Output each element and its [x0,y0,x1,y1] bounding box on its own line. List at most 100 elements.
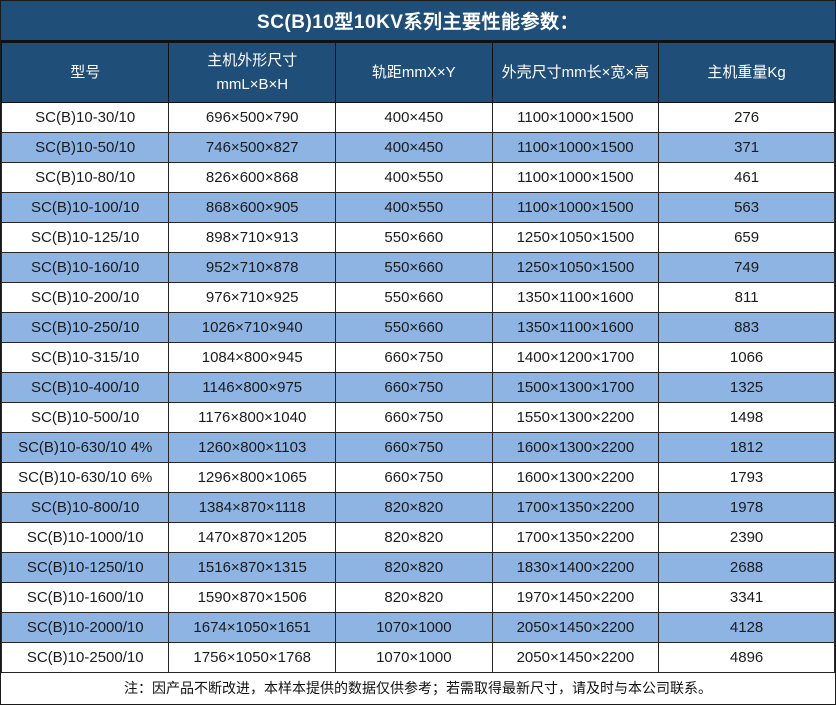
table-cell: SC(B)10-400/10 [1,372,170,403]
table-cell: 1070×1000 [335,612,493,643]
table-cell: 2390 [658,522,835,553]
table-cell: 1793 [658,462,835,493]
table-cell: 276 [658,102,835,133]
table-cell: 400×450 [335,132,493,163]
table-cell: 660×750 [335,372,493,403]
table-row: SC(B)10-1000/10 1470×870×1205 820×820 1700×… [1,522,835,553]
table-cell: SC(B)10-125/10 [1,222,170,253]
table-cell: 1066 [658,342,835,373]
table-cell: 1830×1400×2200 [491,552,660,583]
table-cell: 1600×1300×2200 [491,432,660,463]
table-row: SC(B)10-400/10 1146×800×975 660×750 1500×13… [1,372,835,403]
table-cell: 820×820 [335,492,493,523]
table-cell: 1176×800×1040 [168,402,337,433]
table-row: SC(B)10-2500/10 1756×1050×1768 1070×1000 20… [1,642,835,673]
table-row: SC(B)10-1600/10 1590×870×1506 820×820 1970×… [1,582,835,613]
table-cell: 659 [658,222,835,253]
table-cell: 1146×800×975 [168,372,337,403]
table-cell: 1100×1000×1500 [491,102,660,133]
table-row: SC(B)10-80/10 826×600×868 400×550 1100×1000… [1,162,835,193]
table-cell: 868×600×905 [168,192,337,223]
spec-table: 型号 主机外形尺寸 mmL×B×H 轨距mmX×Y 外壳尺寸mm长×宽×高 主机… [1,42,835,673]
table-row: SC(B)10-30/10 696×500×790 400×450 1100×1000… [1,102,835,133]
table-cell: 1970×1450×2200 [491,582,660,613]
table-cell: 1250×1050×1500 [491,252,660,283]
table-cell: 660×750 [335,432,493,463]
table-cell: 952×710×878 [168,252,337,283]
table-cell: 1498 [658,402,835,433]
table-cell: 1500×1300×1700 [491,372,660,403]
table-cell: 2688 [658,552,835,583]
table-cell: 550×660 [335,312,493,343]
table-row: SC(B)10-50/10 746×500×827 400×450 1100×1000… [1,132,835,163]
table-cell: 1026×710×940 [168,312,337,343]
table-row: SC(B)10-100/10 868×600×905 400×550 1100×100… [1,192,835,223]
table-cell: 1070×1000 [335,642,493,673]
table-cell: 1084×800×945 [168,342,337,373]
table-cell: 3341 [658,582,835,613]
table-cell: 883 [658,312,835,343]
table-cell: 746×500×827 [168,132,337,163]
table-cell: 2050×1450×2200 [491,642,660,673]
table-cell: 1250×1050×1500 [491,222,660,253]
table-cell: 461 [658,162,835,193]
table-cell: 1350×1100×1600 [491,282,660,313]
table-cell: 820×820 [335,552,493,583]
col-header-model: 型号 [1,42,170,103]
table-cell: SC(B)10-630/10 4% [1,432,170,463]
table-cell: SC(B)10-2000/10 [1,612,170,643]
table-cell: SC(B)10-100/10 [1,192,170,223]
table-cell: 1812 [658,432,835,463]
table-cell: 2050×1450×2200 [491,612,660,643]
table-row: SC(B)10-500/10 1176×800×1040 660×750 1550×1… [1,402,835,433]
table-cell: 563 [658,192,835,223]
table-cell: 400×550 [335,192,493,223]
table-row: SC(B)10-125/10 898×710×913 550×660 1250×105… [1,222,835,253]
table-cell: SC(B)10-30/10 [1,102,170,133]
table-cell: 1260×800×1103 [168,432,337,463]
col-header-host-weight: 主机重量Kg [658,42,835,103]
table-row: SC(B)10-315/10 1084×800×945 660×750 1400×12… [1,342,835,373]
table-cell: 1550×1300×2200 [491,402,660,433]
table-cell: 1590×870×1506 [168,582,337,613]
table-cell: 1350×1100×1600 [491,312,660,343]
col-header-shell-size: 外壳尺寸mm长×宽×高 [491,42,660,103]
table-cell: 1325 [658,372,835,403]
table-cell: SC(B)10-1250/10 [1,552,170,583]
table-cell: 4896 [658,642,835,673]
table-row: SC(B)10-2000/10 1674×1050×1651 1070×1000 20… [1,612,835,643]
table-cell: SC(B)10-1000/10 [1,522,170,553]
table-cell: 1756×1050×1768 [168,642,337,673]
table-cell: 696×500×790 [168,102,337,133]
col-header-host-dimensions: 主机外形尺寸 mmL×B×H [168,42,337,103]
table-row: SC(B)10-200/10 976×710×925 550×660 1350×110… [1,282,835,313]
table-cell: 749 [658,252,835,283]
table-row: SC(B)10-250/10 1026×710×940 550×660 1350×11… [1,312,835,343]
table-cell: SC(B)10-630/10 6% [1,462,170,493]
table-cell: 820×820 [335,522,493,553]
table-cell: 1384×870×1118 [168,492,337,523]
table-cell: 820×820 [335,582,493,613]
table-cell: 1978 [658,492,835,523]
table-cell: 400×550 [335,162,493,193]
table-cell: 898×710×913 [168,222,337,253]
table-row: SC(B)10-630/10 4% 1260×800×1103 660×750 160… [1,432,835,463]
table-cell: 1674×1050×1651 [168,612,337,643]
table-cell: SC(B)10-80/10 [1,162,170,193]
table-cell: 826×600×868 [168,162,337,193]
table-cell: SC(B)10-160/10 [1,252,170,283]
table-row: SC(B)10-1250/10 1516×870×1315 820×820 1830×… [1,552,835,583]
page-title: SC(B)10型10KV系列主要性能参数： [1,1,835,42]
table-cell: 1100×1000×1500 [491,132,660,163]
table-cell: 1400×1200×1700 [491,342,660,373]
table-cell: 550×660 [335,252,493,283]
table-cell: 976×710×925 [168,282,337,313]
table-cell: 1600×1300×2200 [491,462,660,493]
table-cell: 660×750 [335,342,493,373]
table-cell: SC(B)10-1600/10 [1,582,170,613]
table-cell: 1700×1350×2200 [491,522,660,553]
table-cell: 1470×870×1205 [168,522,337,553]
col-header-rail-gauge: 轨距mmX×Y [335,42,493,103]
table-cell: 550×660 [335,222,493,253]
